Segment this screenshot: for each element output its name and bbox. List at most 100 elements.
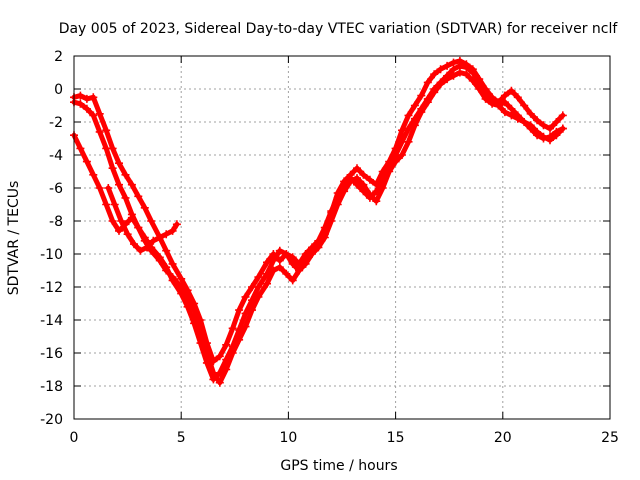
data-point bbox=[539, 132, 548, 141]
data-point bbox=[241, 292, 250, 301]
data-point bbox=[275, 263, 284, 272]
data-point bbox=[215, 368, 224, 377]
y-tick-label: -8 bbox=[49, 214, 63, 230]
data-point bbox=[263, 258, 271, 267]
data-point bbox=[172, 220, 181, 229]
data-point bbox=[333, 193, 342, 202]
data-point bbox=[222, 340, 231, 349]
x-axis-label: GPS time / hours bbox=[280, 458, 397, 474]
data-point bbox=[295, 266, 304, 275]
x-tick-label: 15 bbox=[387, 430, 405, 446]
data-point bbox=[526, 109, 535, 118]
data-point bbox=[117, 217, 126, 225]
data-point bbox=[385, 160, 394, 169]
data-point bbox=[455, 61, 464, 70]
x-tick-label: 0 bbox=[70, 430, 79, 446]
x-tick-labels: 0 5 10 15 20 25 bbox=[70, 430, 619, 446]
data-point bbox=[269, 256, 278, 265]
data-point bbox=[365, 193, 374, 202]
data-point bbox=[533, 116, 542, 125]
data-point bbox=[102, 200, 111, 209]
y-tick-label: 2 bbox=[54, 49, 63, 65]
data-point bbox=[513, 93, 522, 102]
data-point bbox=[365, 175, 374, 184]
y-tick-label: -6 bbox=[49, 181, 63, 197]
data-point bbox=[520, 118, 529, 126]
data-point bbox=[254, 283, 263, 291]
data-point bbox=[147, 217, 156, 225]
data-point bbox=[123, 230, 132, 239]
data-point bbox=[190, 319, 199, 328]
data-point bbox=[423, 94, 432, 103]
data-point bbox=[443, 61, 452, 70]
data-point bbox=[102, 126, 111, 135]
data-point bbox=[353, 180, 361, 189]
data-point bbox=[359, 170, 368, 179]
data-point bbox=[95, 109, 104, 118]
data-point bbox=[327, 207, 336, 216]
y-tick-label: -2 bbox=[49, 115, 63, 131]
data-point bbox=[372, 187, 381, 196]
data-point bbox=[202, 358, 211, 367]
data-point bbox=[121, 193, 130, 202]
data-point bbox=[353, 164, 361, 173]
data-point bbox=[558, 124, 567, 133]
y-tick-label: -4 bbox=[49, 148, 63, 164]
data-point bbox=[82, 157, 91, 166]
data-point bbox=[417, 104, 426, 113]
data-point bbox=[155, 253, 164, 262]
data-point bbox=[115, 159, 123, 168]
data-point bbox=[162, 263, 171, 272]
data-point bbox=[222, 355, 231, 364]
data-point bbox=[228, 324, 237, 333]
data-point bbox=[248, 296, 256, 305]
data-point bbox=[162, 246, 171, 255]
data-point bbox=[140, 203, 149, 212]
y-tick-label: -18 bbox=[40, 379, 63, 395]
data-point bbox=[215, 378, 224, 387]
data-point bbox=[130, 240, 138, 249]
data-point bbox=[410, 114, 419, 123]
data-point bbox=[468, 68, 477, 77]
plot-frame bbox=[73, 55, 611, 420]
y-tick-labels: -20-18-16-14-12-10-8-6-4-202 bbox=[40, 49, 63, 428]
data-point bbox=[140, 233, 149, 242]
data-point bbox=[104, 184, 113, 192]
data-point bbox=[136, 246, 145, 255]
y-tick-label: -12 bbox=[40, 280, 63, 296]
data-point bbox=[288, 259, 297, 268]
data-point bbox=[110, 200, 119, 209]
data-point bbox=[430, 70, 439, 79]
y-tick-label: -20 bbox=[40, 412, 63, 428]
data-point bbox=[102, 144, 111, 153]
data-point bbox=[76, 144, 85, 153]
data-point bbox=[404, 124, 413, 133]
data-point bbox=[149, 236, 158, 245]
data-point bbox=[282, 250, 291, 258]
data-point bbox=[155, 233, 164, 242]
data-point bbox=[475, 78, 484, 87]
data-point bbox=[134, 192, 143, 201]
data-point bbox=[500, 98, 509, 107]
data-point bbox=[127, 213, 136, 222]
data-point bbox=[168, 259, 177, 268]
data-point bbox=[481, 88, 490, 97]
data-point bbox=[398, 137, 406, 146]
data-point bbox=[546, 124, 554, 133]
data-point bbox=[108, 217, 117, 225]
data-point bbox=[108, 164, 117, 173]
x-tick-label: 25 bbox=[601, 430, 619, 446]
data-point bbox=[263, 279, 271, 288]
y-tick-label: 0 bbox=[54, 82, 63, 98]
data-point bbox=[488, 94, 497, 103]
data-point bbox=[443, 71, 452, 80]
data-point bbox=[359, 187, 368, 196]
data-point bbox=[507, 86, 516, 95]
data-point bbox=[507, 111, 516, 120]
data-point bbox=[82, 94, 91, 103]
data-point bbox=[76, 99, 85, 108]
data-point bbox=[228, 342, 237, 351]
data-point bbox=[209, 375, 218, 384]
x-tick-label: 10 bbox=[279, 430, 297, 446]
